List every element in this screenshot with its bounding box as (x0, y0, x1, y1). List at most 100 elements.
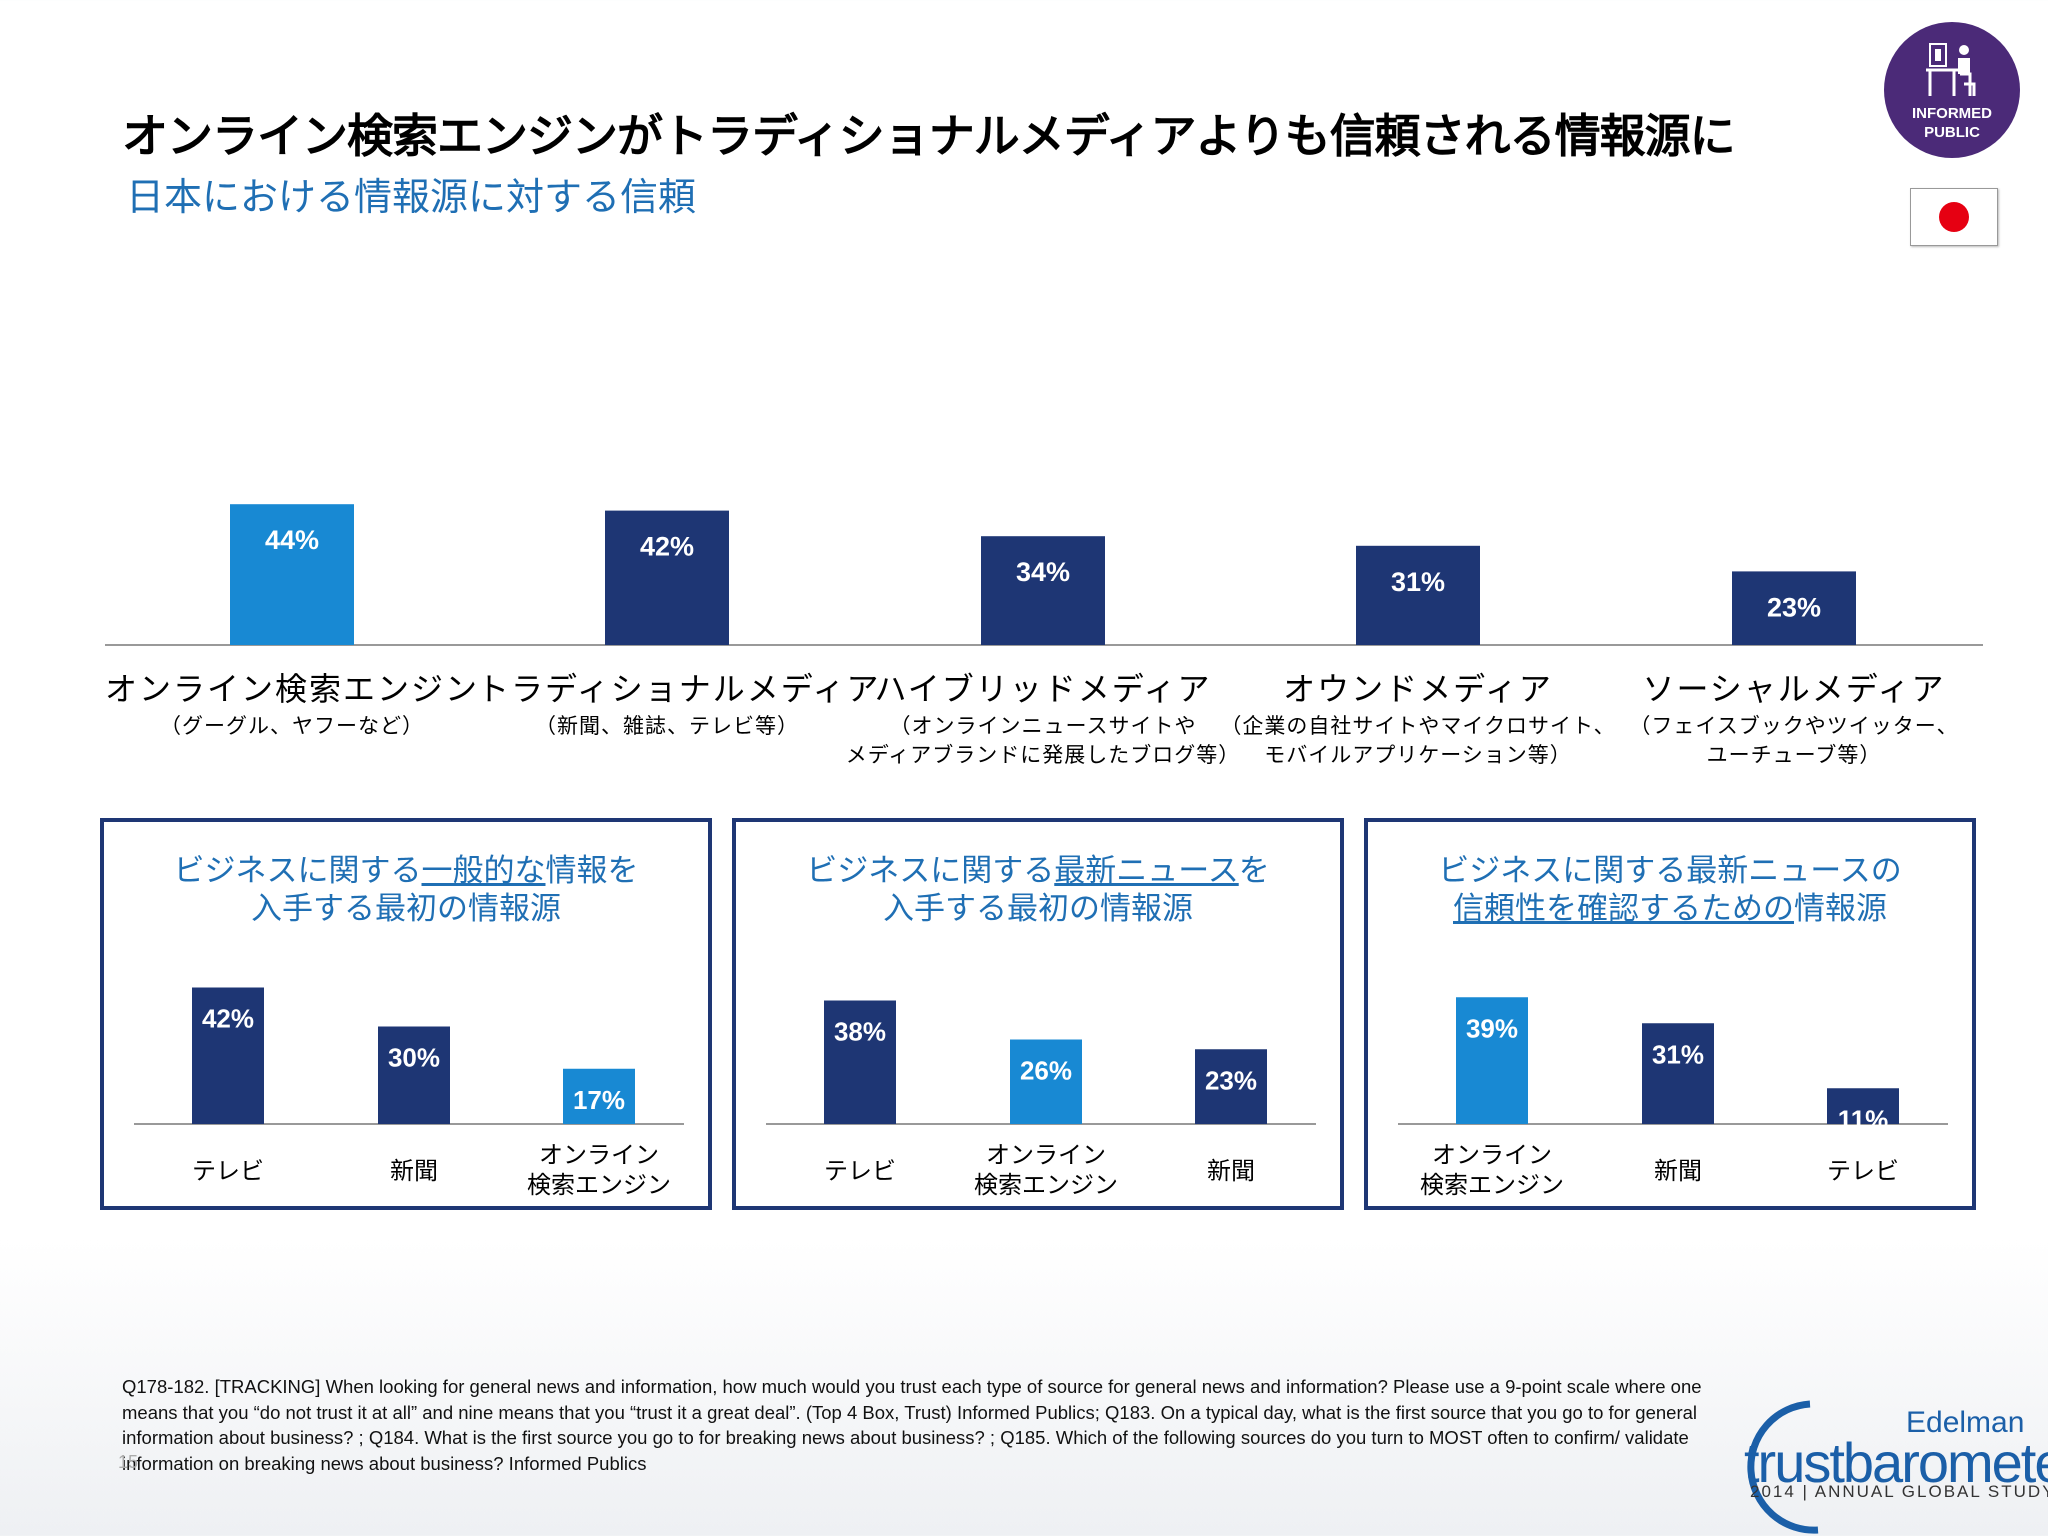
panel-bar-value-label: 39% (1466, 1013, 1518, 1043)
main-bar-value-label: 34% (1016, 557, 1070, 587)
panel-title: ビジネスに関する最新ニュースを 入手する最初の情報源 (736, 852, 1340, 928)
panel-bar (378, 1026, 450, 1124)
main-category-note: （企業の自社サイトやマイクロサイト、 モバイルアプリケーション等） (1208, 712, 1628, 770)
main-category-label: ソーシャルメディア (1642, 670, 1946, 708)
main-category-note: （フェイスブックやツイッター、 ユーチューブ等） (1584, 712, 2004, 770)
panel-title: ビジネスに関する一般的な情報を 入手する最初の情報源 (104, 852, 708, 928)
main-bar (605, 510, 729, 645)
panel-category-label: テレビ (128, 1156, 328, 1186)
panel-category-label-line: テレビ (1827, 1157, 1899, 1185)
panel-bar-value-label: 17% (573, 1085, 625, 1115)
main-category-note-line: メディアブランドに発展したブログ等） (845, 743, 1241, 767)
main-bar-value-label: 23% (1767, 592, 1821, 622)
panel-category-label-line: 検索エンジン (974, 1171, 1118, 1199)
title-part: 情報源 (1794, 891, 1887, 927)
panel-bar (192, 987, 264, 1124)
panel-category-label: 新聞 (314, 1156, 514, 1186)
main-category-note-line: （グーグル、ヤフーなど） (160, 714, 424, 738)
panel-category-label-line: 検索エンジン (527, 1171, 671, 1199)
panel-chart: 39% 31% 11% (1398, 997, 1948, 1134)
panel-bar (1195, 1049, 1267, 1124)
badge-line-1: INFORMED (1912, 105, 1992, 122)
panel-category-label: テレビ (760, 1156, 960, 1186)
panel-title-line-2: 入手する最初の情報源 (251, 891, 561, 927)
main-category-label: ハイブリッドメディア (874, 670, 1212, 708)
panel-chart: 42% 30% 17% (134, 987, 684, 1125)
main-trust-chart: 44% 42% 34% 31% 23% (105, 504, 1983, 646)
panel-category-label-line: 新聞 (1207, 1157, 1255, 1185)
page-title: オンライン検索エンジンがトラディショナルメディアよりも信頼される情報源に (122, 109, 1736, 163)
main-bar (981, 536, 1105, 645)
informed-public-badge: INFORMED PUBLIC (1884, 22, 2020, 158)
panel-bar-value-label: 26% (1020, 1056, 1072, 1086)
panel-breaking-news: ビジネスに関する最新ニュースを 入手する最初の情報源 38% 26% 23% テレビ… (732, 818, 1344, 1210)
title-part-underlined: 信頼性を確認するための (1453, 891, 1794, 927)
main-category-note-line: （オンラインニュースサイトや (889, 714, 1197, 738)
panel-bar (1642, 1023, 1714, 1124)
main-bar (1732, 571, 1856, 645)
title-part: ビジネスに関する (173, 853, 422, 889)
page-subtitle: 日本における情報源に対する信頼 (126, 175, 697, 219)
trustbarometer-logo-text: trustbarometer (1744, 1431, 2048, 1494)
panel-bar (1827, 1088, 1899, 1124)
title-part: ビジネスに関する (806, 853, 1055, 889)
main-category-note: （オンラインニュースサイトやメディアブランドに発展したブログ等） (833, 712, 1253, 770)
panel-bar (1456, 997, 1528, 1124)
panel-title-line-2: 信頼性を確認するための情報源 (1368, 890, 1972, 928)
title-part: 情報を (545, 853, 639, 889)
title-part-underlined: 一般的な (421, 853, 546, 889)
panel-category-label-line: テレビ (824, 1157, 896, 1185)
main-bar-value-label: 42% (640, 532, 694, 562)
main-bar (230, 504, 354, 645)
main-category-label: トラディショナルメディア (477, 670, 881, 708)
panel-category-label: オンライン 検索エンジン (946, 1140, 1146, 1200)
badge-line-2: PUBLIC (1924, 124, 1980, 141)
main-category-note: （新聞、雑誌、テレビ等） (457, 712, 877, 741)
main-category-label: オンライン検索エンジン (104, 670, 479, 708)
panel-title-line-1: ビジネスに関する最新ニュースを (736, 852, 1340, 890)
panel-bar-value-label: 31% (1652, 1039, 1704, 1069)
page-number: 15 (118, 1452, 139, 1472)
trustbarometer-arc-icon (1747, 1400, 1819, 1534)
panel-category-label-line: オンライン (986, 1141, 1106, 1169)
panel-category-label: オンライン 検索エンジン (1392, 1140, 1592, 1200)
study-label: 2014 | ANNUAL GLOBAL STUDY (1750, 1482, 2048, 1501)
main-category-note-line: ユーチューブ等） (1706, 743, 1882, 767)
panel-bar (563, 1068, 635, 1124)
person-at-desk-icon (1926, 43, 1976, 96)
panel-title-line-1: ビジネスに関する一般的な情報を (104, 852, 708, 890)
main-category-note-line: （フェイスブックやツイッター、 (1629, 714, 1959, 738)
panel-title: ビジネスに関する最新ニュースの 信頼性を確認するための情報源 (1368, 852, 1972, 928)
panel-category-label-line: 新聞 (1654, 1157, 1702, 1185)
panel-bar (1010, 1039, 1082, 1124)
panel-category-label: テレビ (1763, 1156, 1963, 1186)
panel-category-label: 新聞 (1578, 1156, 1778, 1186)
panel-category-label: オンライン 検索エンジン (499, 1140, 699, 1200)
panel-category-label-line: オンライン (539, 1141, 659, 1169)
japan-flag-icon (1910, 188, 1998, 246)
main-category-note: （グーグル、ヤフーなど） (82, 712, 502, 741)
main-bar (1356, 545, 1480, 645)
panel-bar-value-label: 23% (1205, 1065, 1257, 1095)
panel-validate-news: ビジネスに関する最新ニュースの 信頼性を確認するための情報源 39% 31% 11%… (1364, 818, 1976, 1210)
edelman-logo-text: Edelman (1906, 1406, 2025, 1439)
main-category-label: オウンドメディア (1283, 670, 1553, 708)
title-part: を (1238, 853, 1270, 889)
panel-chart: 38% 26% 23% (766, 1000, 1316, 1125)
main-bar-value-label: 31% (1391, 567, 1445, 597)
panel-general-info: ビジネスに関する一般的な情報を 入手する最初の情報源 42% 30% 17% テレビ… (100, 818, 712, 1210)
panel-category-label: 新聞 (1131, 1156, 1331, 1186)
title-part-underlined: 最新ニュース (1054, 853, 1239, 889)
panel-bar-value-label: 38% (834, 1017, 886, 1047)
main-category-note-line: モバイルアプリケーション等） (1264, 743, 1572, 767)
panel-category-label-line: テレビ (192, 1157, 264, 1185)
panel-bar-value-label: 11% (1838, 1104, 1889, 1134)
main-category-note-line: （新聞、雑誌、テレビ等） (535, 714, 799, 738)
panel-title-line-2: 入手する最初の情報源 (883, 891, 1193, 927)
panel-title-line-1: ビジネスに関する最新ニュースの (1438, 853, 1902, 889)
panel-bar (824, 1000, 896, 1124)
panel-category-label-line: 検索エンジン (1420, 1171, 1564, 1199)
panel-category-label-line: 新聞 (390, 1157, 438, 1185)
main-bar-value-label: 44% (265, 525, 319, 555)
panel-category-label-line: オンライン (1432, 1141, 1552, 1169)
